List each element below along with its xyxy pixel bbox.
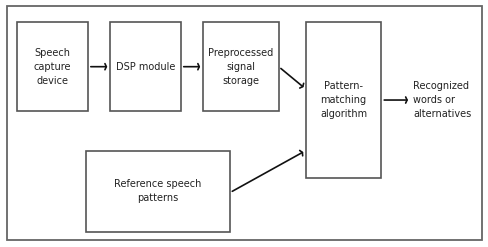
Text: Pattern-
matching
algorithm: Pattern- matching algorithm <box>319 81 366 119</box>
Bar <box>85 151 229 232</box>
Bar <box>17 22 88 111</box>
Bar <box>110 22 181 111</box>
Text: DSP module: DSP module <box>116 62 175 72</box>
Text: Recognized
words or
alternatives: Recognized words or alternatives <box>412 81 470 119</box>
Bar <box>305 22 381 178</box>
Bar <box>203 22 278 111</box>
Text: Speech
capture
device: Speech capture device <box>34 48 71 86</box>
Text: Preprocessed
signal
storage: Preprocessed signal storage <box>208 48 273 86</box>
Text: Reference speech
patterns: Reference speech patterns <box>114 179 201 204</box>
